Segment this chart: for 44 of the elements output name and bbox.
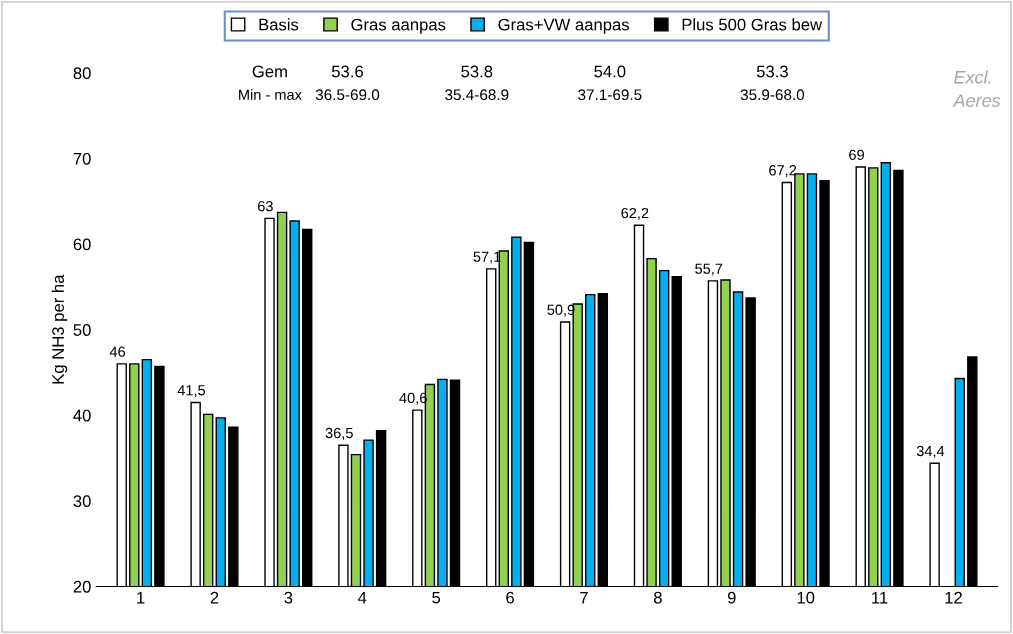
- x-tick-label: 1: [137, 591, 145, 604]
- annotation: 54.0: [594, 65, 626, 78]
- x-tick-label: 5: [432, 591, 441, 604]
- legend-label: Basis: [259, 18, 299, 31]
- y-tick-label: 40: [73, 409, 91, 422]
- x-tick-label: 12: [945, 591, 962, 604]
- x-tick-label: 11: [872, 591, 888, 604]
- annotation: 53.8: [461, 65, 493, 78]
- x-tick-label: 7: [580, 591, 588, 604]
- annotation: Gem: [252, 65, 287, 78]
- annotation: 35.9-68.0: [740, 89, 805, 101]
- annotation: 36.5-69.0: [315, 89, 380, 101]
- annotation: Excl. Aeres: [952, 70, 1001, 107]
- legend-label: Gras aanpas: [351, 18, 446, 34]
- y-tick-label: 50: [73, 324, 91, 336]
- annotation: 35.4-68.9: [445, 89, 509, 101]
- data-label: 41,5: [177, 385, 206, 398]
- data-label: 55,7: [695, 263, 723, 276]
- annotation: 53.3: [756, 65, 788, 78]
- data-label: 46: [109, 346, 126, 357]
- y-tick-label: 20: [73, 580, 91, 593]
- x-tick-label: 8: [653, 591, 662, 604]
- legend-label: Gras+VW aanpas: [498, 18, 630, 34]
- data-label: 62,2: [621, 207, 649, 220]
- y-tick-label: 80: [73, 67, 91, 80]
- x-tick-label: 10: [797, 591, 815, 604]
- y-tick-label: 30: [73, 495, 91, 508]
- annotation: Min - max: [239, 89, 302, 100]
- data-label: 36,5: [325, 427, 353, 440]
- annotation: 53.6: [331, 65, 363, 78]
- x-tick-label: 4: [358, 591, 367, 604]
- data-label: 34,4: [916, 445, 945, 458]
- data-label: 67,2: [769, 165, 797, 178]
- x-tick-label: 3: [284, 591, 293, 604]
- x-tick-label: 2: [210, 591, 219, 604]
- annotation: 37.1-69.5: [578, 89, 642, 101]
- data-label: 69: [849, 149, 864, 161]
- y-tick-label: 70: [73, 152, 91, 165]
- y-axis-title: Kg NH3 per ha: [51, 274, 68, 384]
- legend-label: Plus 500 Gras bew: [682, 18, 823, 31]
- y-tick-label: 60: [73, 238, 91, 251]
- x-tick-label: 6: [506, 591, 514, 604]
- x-tick-label: 9: [727, 591, 736, 604]
- data-label: 63: [257, 201, 273, 212]
